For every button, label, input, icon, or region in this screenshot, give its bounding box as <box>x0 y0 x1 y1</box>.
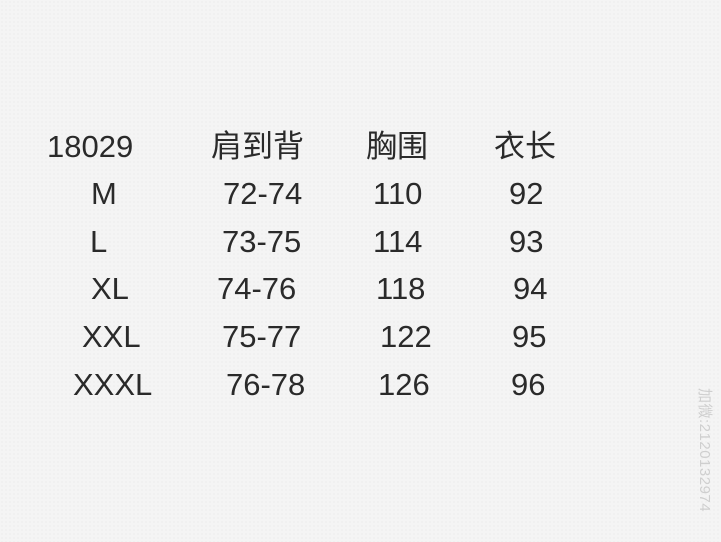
chest-cell: 118 <box>376 271 426 306</box>
length-cell: 94 <box>513 271 548 306</box>
length-cell: 96 <box>511 367 546 402</box>
shoulder-cell: 73-75 <box>222 224 302 259</box>
style-number: 18029 <box>47 129 134 164</box>
chest-cell: 110 <box>373 176 423 211</box>
length-cell: 95 <box>512 319 547 354</box>
size-cell: XXXL <box>73 367 153 402</box>
shoulder-cell: 74-76 <box>217 271 297 306</box>
length-cell: 92 <box>509 176 544 211</box>
shoulder-cell: 76-78 <box>226 367 306 402</box>
chest-cell: 114 <box>373 224 423 259</box>
watermark: 加微:2120132974 <box>696 388 713 513</box>
shoulder-cell: 75-77 <box>222 319 302 354</box>
chest-cell: 126 <box>378 367 430 402</box>
header-length: 衣长 <box>494 129 556 164</box>
chest-cell: 122 <box>380 319 432 354</box>
length-cell: 93 <box>509 224 544 259</box>
size-cell: XL <box>91 271 129 306</box>
size-cell: M <box>91 176 117 211</box>
size-cell: XXL <box>82 319 141 354</box>
shoulder-cell: 72-74 <box>223 176 303 211</box>
header-shoulder: 肩到背 <box>211 129 304 164</box>
size-cell: L <box>90 224 108 259</box>
header-chest: 胸围 <box>366 129 428 164</box>
